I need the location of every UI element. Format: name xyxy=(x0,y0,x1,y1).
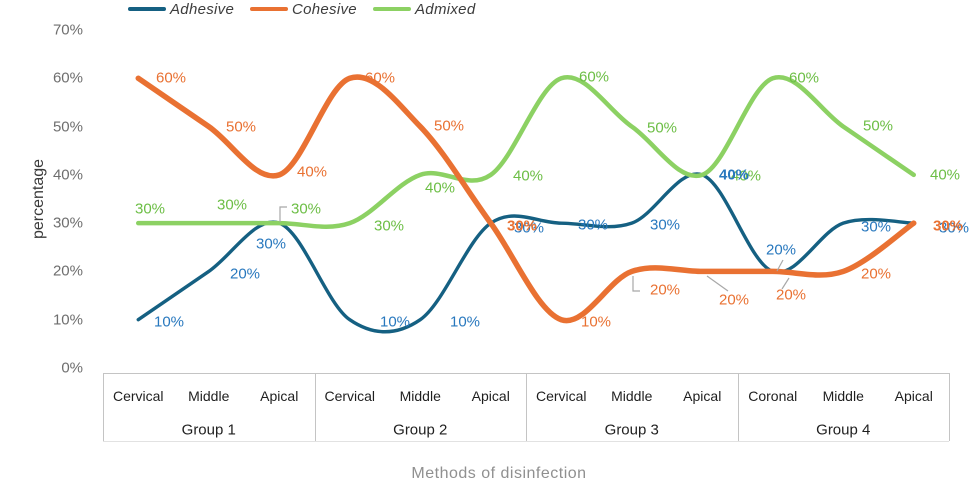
data-label-adhesive: 30% xyxy=(577,216,609,234)
legend-swatch-adhesive xyxy=(128,7,166,11)
y-tick-label: 0% xyxy=(61,359,83,377)
label-leader-line xyxy=(781,277,790,290)
legend-swatch-cohesive xyxy=(250,7,288,11)
category-label: Cervical xyxy=(324,388,376,404)
data-label-admixed: 40% xyxy=(730,167,762,185)
data-label-cohesive: 40% xyxy=(296,163,328,181)
series-line-admixed xyxy=(136,75,916,229)
y-tick-label: 30% xyxy=(52,214,83,232)
data-label-adhesive: 20% xyxy=(229,265,261,283)
data-label-admixed: 30% xyxy=(134,200,166,218)
data-label-cohesive: 60% xyxy=(364,69,396,87)
data-label-cohesive: 60% xyxy=(155,69,187,87)
data-label-cohesive: 30% xyxy=(506,217,538,235)
data-label-cohesive: 20% xyxy=(649,281,681,299)
label-leader-line xyxy=(776,259,784,272)
data-label-admixed: 60% xyxy=(578,68,610,86)
data-label-adhesive: 20% xyxy=(765,241,797,259)
data-label-admixed: 50% xyxy=(646,119,678,137)
category-label: Apical xyxy=(471,388,510,404)
group-label: Group 4 xyxy=(816,421,871,439)
category-label: Coronal xyxy=(748,388,798,404)
category-label: Apical xyxy=(894,388,933,404)
category-label: Middle xyxy=(611,388,653,404)
data-label-cohesive: 30% xyxy=(932,217,964,235)
data-label-cohesive: 50% xyxy=(225,118,257,136)
legend-swatch-admixed xyxy=(373,7,411,11)
legend-label-adhesive: Adhesive xyxy=(170,0,235,18)
legend-item-adhesive: Adhesive xyxy=(128,0,234,18)
category-label: Middle xyxy=(188,388,230,404)
label-leader-line xyxy=(632,276,640,292)
legend-label-admixed: Admixed xyxy=(415,0,476,18)
legend-item-cohesive: Cohesive xyxy=(250,0,357,18)
axis-band-line xyxy=(949,373,950,441)
y-tick-label: 20% xyxy=(52,262,83,280)
data-label-cohesive: 50% xyxy=(433,117,465,135)
data-label-admixed: 40% xyxy=(424,179,456,197)
data-label-admixed: 30% xyxy=(373,217,405,235)
data-label-adhesive: 30% xyxy=(860,218,892,236)
data-label-adhesive: 30% xyxy=(938,219,970,237)
data-label-admixed: 60% xyxy=(788,69,820,87)
x-axis-title: Methods of disinfection xyxy=(411,465,587,482)
group-label: Group 1 xyxy=(181,421,236,439)
data-label-adhesive: 30% xyxy=(255,235,287,253)
axis-band-line xyxy=(103,373,104,441)
data-label-cohesive: 10% xyxy=(580,313,612,331)
data-label-cohesive: 20% xyxy=(775,286,807,304)
data-label-admixed: 40% xyxy=(512,167,544,185)
legend-label-cohesive: Cohesive xyxy=(292,0,357,18)
series-line-cohesive xyxy=(135,74,917,324)
data-label-admixed: 40% xyxy=(929,166,961,184)
y-tick-label: 60% xyxy=(52,69,83,87)
axis-band-line xyxy=(737,373,739,441)
data-label-admixed: 30% xyxy=(290,200,322,218)
category-label: Apical xyxy=(683,388,722,404)
data-label-adhesive: 10% xyxy=(153,313,185,331)
axis-band-line xyxy=(314,373,316,441)
label-leader-line xyxy=(279,206,287,222)
legend-item-admixed: Admixed xyxy=(373,0,475,18)
category-label: Cervical xyxy=(112,388,164,404)
y-tick-label: 40% xyxy=(52,166,83,184)
y-tick-label: 70% xyxy=(52,21,83,39)
data-label-adhesive: 30% xyxy=(513,219,545,237)
data-label-admixed: 30% xyxy=(216,196,248,214)
category-label: Middle xyxy=(399,388,441,404)
y-tick-label: 10% xyxy=(52,311,83,329)
data-label-cohesive: 20% xyxy=(860,265,892,283)
data-label-cohesive: 20% xyxy=(718,291,750,309)
y-tick-label: 50% xyxy=(52,118,83,136)
data-label-adhesive: 10% xyxy=(449,313,481,331)
data-label-admixed: 50% xyxy=(862,117,894,135)
axis-band-line xyxy=(103,441,949,442)
category-label: Cervical xyxy=(535,388,587,404)
data-label-adhesive: 30% xyxy=(649,216,681,234)
series-line-adhesive xyxy=(136,172,916,334)
category-label: Middle xyxy=(822,388,864,404)
data-label-adhesive: 10% xyxy=(379,313,411,331)
group-label: Group 2 xyxy=(393,421,448,439)
axis-band-line xyxy=(526,373,527,441)
label-leader-line xyxy=(706,275,729,292)
group-label: Group 3 xyxy=(604,421,659,439)
category-label: Apical xyxy=(260,388,299,404)
data-label-adhesive: 40% xyxy=(718,166,750,184)
